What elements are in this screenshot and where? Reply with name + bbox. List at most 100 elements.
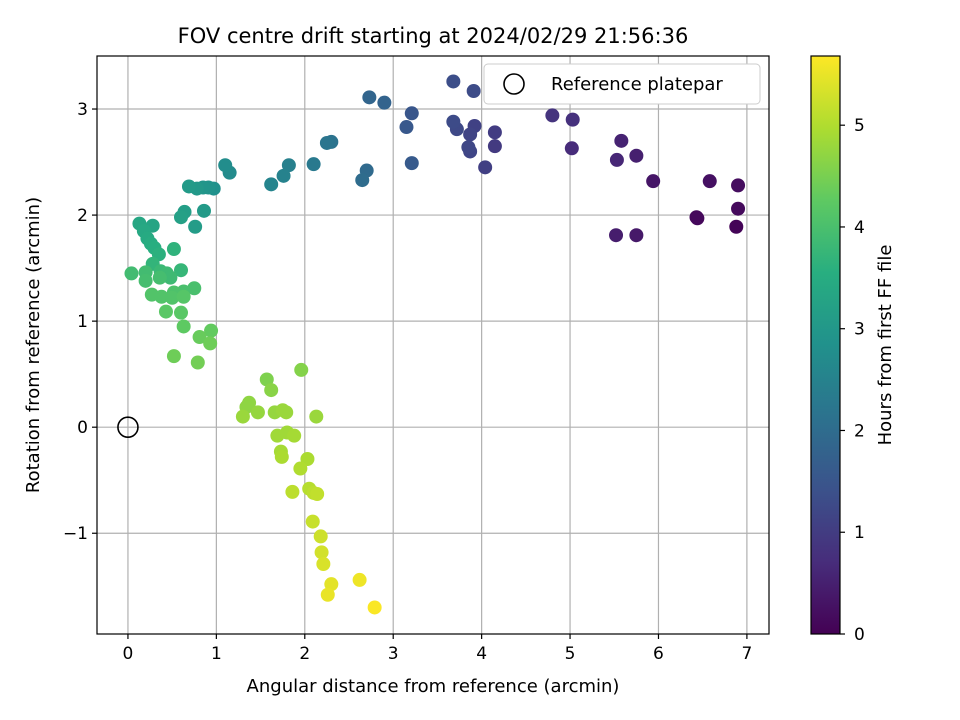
data-point xyxy=(176,319,191,334)
data-point xyxy=(196,203,211,218)
data-point xyxy=(166,242,181,257)
data-point xyxy=(629,148,644,163)
data-point xyxy=(478,160,493,175)
data-point xyxy=(355,173,370,188)
data-point xyxy=(190,355,205,370)
chart-title: FOV centre drift starting at 2024/02/29 … xyxy=(178,24,689,48)
data-point xyxy=(306,157,321,172)
data-point xyxy=(163,270,178,285)
data-point xyxy=(138,273,153,288)
reference-platepar-marker xyxy=(117,416,139,438)
data-point xyxy=(165,290,180,305)
data-point xyxy=(274,449,289,464)
data-point xyxy=(646,174,661,189)
data-point xyxy=(564,141,579,156)
colorbar-tick-label: 5 xyxy=(854,116,865,136)
colorbar-tick-label: 0 xyxy=(854,625,865,645)
legend-marker xyxy=(503,73,525,95)
data-point xyxy=(729,219,744,234)
data-point xyxy=(404,106,419,121)
data-point xyxy=(324,577,339,592)
data-point xyxy=(320,587,335,602)
colorbar-ticks: 0 1 2 3 4 5 xyxy=(840,116,865,645)
data-point xyxy=(294,362,309,377)
plot-frame xyxy=(96,55,770,635)
x-tick-label: 6 xyxy=(653,644,664,664)
data-point xyxy=(188,219,203,234)
data-point xyxy=(609,228,624,243)
y-tick-label: 0 xyxy=(77,418,88,438)
data-point xyxy=(404,156,419,171)
data-point xyxy=(300,452,315,467)
data-points xyxy=(124,74,746,615)
data-point xyxy=(545,108,560,123)
data-point xyxy=(285,484,300,499)
colorbar-tick-label: 4 xyxy=(854,218,865,238)
data-point xyxy=(279,405,294,420)
data-point xyxy=(313,529,328,544)
data-point xyxy=(319,135,334,150)
data-point xyxy=(281,158,296,173)
x-tick-label: 0 xyxy=(123,644,134,664)
data-point xyxy=(176,289,191,304)
data-point xyxy=(463,127,478,142)
data-point xyxy=(264,383,279,398)
colorbar-tick-label: 3 xyxy=(854,320,865,340)
data-point xyxy=(276,168,291,183)
data-point xyxy=(192,330,207,345)
legend-box xyxy=(483,63,761,105)
data-point xyxy=(614,133,629,148)
legend-entry-reference-platepar: Reference platepar xyxy=(551,74,723,95)
data-point xyxy=(309,409,324,424)
colorbar: 0 1 2 3 4 5 Hours from first FF file xyxy=(810,55,896,645)
data-point xyxy=(362,90,377,105)
data-point xyxy=(305,514,320,529)
data-point xyxy=(629,228,644,243)
data-point xyxy=(154,289,169,304)
data-point xyxy=(187,281,202,296)
data-point xyxy=(204,323,219,338)
data-point xyxy=(293,461,308,476)
data-point xyxy=(446,114,461,129)
y-tick-label: −1 xyxy=(63,524,88,544)
colorbar-gradient xyxy=(810,55,841,635)
data-point xyxy=(487,125,502,140)
data-point xyxy=(466,83,481,98)
data-point xyxy=(203,336,218,351)
data-point xyxy=(310,487,325,502)
x-axis-ticks: 0 1 2 3 4 5 6 7 xyxy=(123,634,752,664)
data-point xyxy=(446,74,461,89)
data-point xyxy=(287,428,302,443)
data-point xyxy=(731,201,746,216)
data-point xyxy=(690,211,705,226)
y-tick-label: 1 xyxy=(77,312,88,332)
x-tick-label: 5 xyxy=(565,644,576,664)
y-tick-label: 3 xyxy=(77,100,88,120)
data-point xyxy=(367,600,382,615)
x-tick-label: 3 xyxy=(388,644,399,664)
colorbar-tick-label: 2 xyxy=(854,421,865,441)
data-point xyxy=(166,349,181,364)
x-tick-label: 1 xyxy=(211,644,222,664)
data-point xyxy=(264,177,279,192)
data-point xyxy=(702,174,717,189)
data-point xyxy=(314,545,329,560)
data-point xyxy=(174,210,188,225)
y-axis-ticks: −1 0 1 2 3 xyxy=(63,100,97,544)
x-tick-label: 2 xyxy=(299,644,310,664)
data-point xyxy=(124,266,139,281)
x-axis-label: Angular distance from reference (arcmin) xyxy=(247,676,620,697)
grid xyxy=(97,56,769,634)
data-point xyxy=(377,95,392,110)
data-point xyxy=(181,179,196,194)
data-point xyxy=(609,152,624,167)
data-point xyxy=(461,140,476,155)
data-point xyxy=(152,270,167,285)
data-point xyxy=(352,572,367,587)
legend: Reference platepar xyxy=(483,63,761,105)
data-point xyxy=(235,409,250,424)
colorbar-label: Hours from first FF file xyxy=(875,245,896,446)
x-tick-label: 7 xyxy=(741,644,752,664)
data-point xyxy=(731,178,746,193)
data-point xyxy=(250,405,265,420)
